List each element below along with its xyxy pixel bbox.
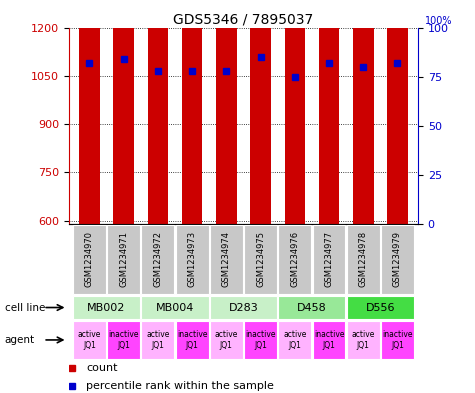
Text: active
JQ1: active JQ1 (215, 330, 238, 350)
Bar (387, 0, 408, 224)
Bar (278, 321, 311, 359)
Text: GSM1234970: GSM1234970 (85, 231, 94, 287)
Bar (114, 0, 134, 224)
Text: GSM1234979: GSM1234979 (393, 231, 402, 287)
Bar (176, 225, 209, 294)
Bar (278, 225, 311, 294)
Text: D283: D283 (228, 303, 258, 312)
Text: D458: D458 (297, 303, 327, 312)
Text: active
JQ1: active JQ1 (352, 330, 375, 350)
Bar (79, 0, 100, 224)
Bar (244, 321, 277, 359)
Bar (347, 321, 380, 359)
Text: agent: agent (5, 335, 35, 345)
Text: MB002: MB002 (87, 303, 126, 312)
Bar (347, 225, 380, 294)
Text: GSM1234976: GSM1234976 (290, 231, 299, 287)
Text: inactive
JQ1: inactive JQ1 (177, 330, 208, 350)
Text: MB004: MB004 (156, 303, 194, 312)
Bar (353, 0, 373, 224)
Text: inactive
JQ1: inactive JQ1 (314, 330, 344, 350)
Text: GSM1234978: GSM1234978 (359, 231, 368, 287)
Bar (347, 296, 414, 319)
Bar (73, 296, 140, 319)
Bar (250, 0, 271, 224)
Text: cell line: cell line (5, 303, 45, 312)
Bar (210, 321, 243, 359)
Text: percentile rank within the sample: percentile rank within the sample (86, 381, 274, 391)
Text: active
JQ1: active JQ1 (146, 330, 170, 350)
Bar (210, 296, 277, 319)
Text: count: count (86, 363, 118, 373)
Text: GSM1234974: GSM1234974 (222, 231, 231, 287)
Text: GSM1234971: GSM1234971 (119, 231, 128, 287)
Title: GDS5346 / 7895037: GDS5346 / 7895037 (173, 12, 314, 26)
Bar (313, 321, 345, 359)
Bar (381, 321, 414, 359)
Text: inactive
JQ1: inactive JQ1 (382, 330, 413, 350)
Bar (182, 0, 202, 224)
Bar (244, 225, 277, 294)
Text: 100%: 100% (425, 16, 453, 26)
Bar (313, 225, 345, 294)
Text: GSM1234975: GSM1234975 (256, 231, 265, 287)
Bar (210, 225, 243, 294)
Text: inactive
JQ1: inactive JQ1 (245, 330, 276, 350)
Bar (142, 321, 174, 359)
Bar (73, 321, 106, 359)
Text: active
JQ1: active JQ1 (78, 330, 101, 350)
Bar (319, 0, 339, 224)
Text: active
JQ1: active JQ1 (283, 330, 306, 350)
Bar (216, 0, 237, 224)
Text: inactive
JQ1: inactive JQ1 (108, 330, 139, 350)
Bar (107, 321, 140, 359)
Bar (278, 296, 345, 319)
Bar (381, 225, 414, 294)
Bar (142, 296, 209, 319)
Text: GSM1234977: GSM1234977 (324, 231, 333, 287)
Text: D556: D556 (366, 303, 395, 312)
Bar (176, 321, 209, 359)
Bar (142, 225, 174, 294)
Bar (73, 225, 106, 294)
Text: GSM1234972: GSM1234972 (153, 231, 162, 287)
Bar (285, 18, 305, 224)
Text: GSM1234973: GSM1234973 (188, 231, 197, 287)
Bar (148, 0, 168, 224)
Bar (107, 225, 140, 294)
